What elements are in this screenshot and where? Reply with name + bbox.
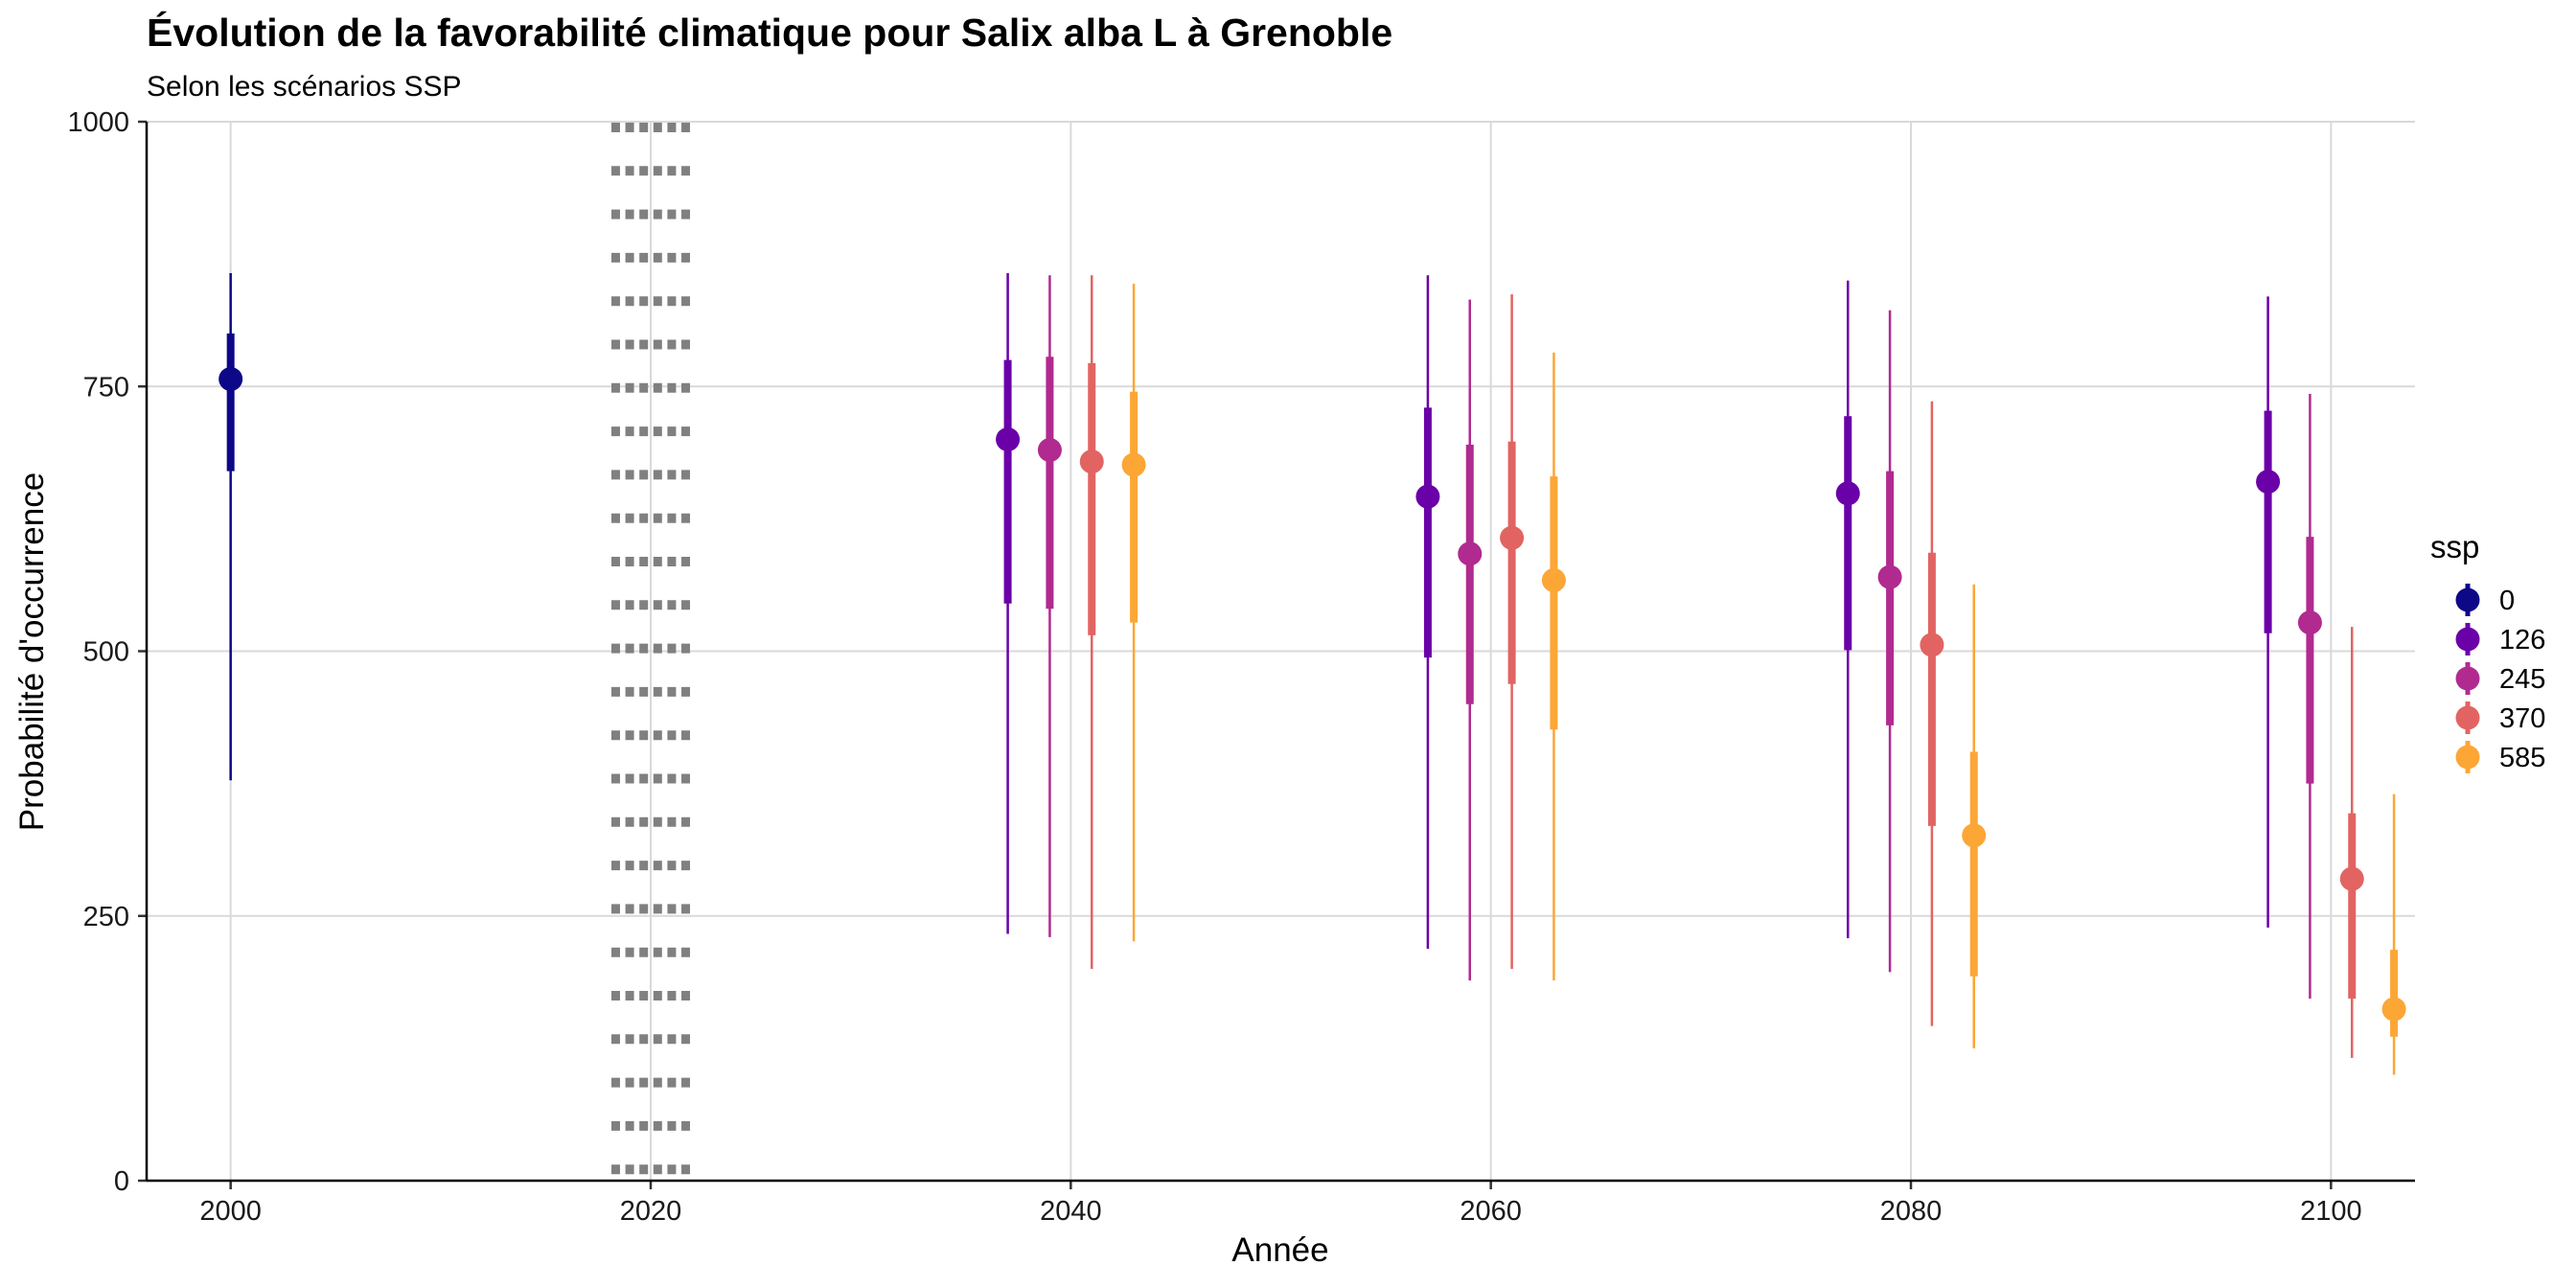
point-ssp-585 xyxy=(1541,567,1566,592)
legend-label-245: 245 xyxy=(2499,664,2545,695)
point-ssp-126 xyxy=(996,427,1021,451)
y-tick-label: 1000 xyxy=(67,107,129,138)
legend-label-370: 370 xyxy=(2499,703,2545,734)
point-ssp-126 xyxy=(1835,481,1860,506)
y-axis-title: Probabilité d'occurrence xyxy=(13,472,51,831)
legend-label-585: 585 xyxy=(2499,743,2545,773)
chart-subtitle: Selon les scénarios SSP xyxy=(147,71,462,103)
y-tick-label: 250 xyxy=(83,902,129,932)
x-tick-label: 2060 xyxy=(1460,1196,1522,1227)
legend-label-126: 126 xyxy=(2499,625,2545,656)
reference-band xyxy=(610,123,691,1179)
y-tick-label: 750 xyxy=(83,372,129,402)
legend-label-0: 0 xyxy=(2499,586,2515,616)
chart-title: Évolution de la favorabilité climatique … xyxy=(147,11,1392,55)
point-ssp-585 xyxy=(1962,823,1987,848)
x-axis-title: Année xyxy=(1231,1231,1328,1269)
legend-title: ssp xyxy=(2430,529,2479,564)
legend-key-point-245 xyxy=(2455,666,2480,691)
legend: ssp 0 126 245 370 585 xyxy=(2430,529,2545,773)
legend-key-point-370 xyxy=(2455,705,2480,730)
axes: 2000 2020 2040 2060 2080 2100 0 250 500 750 1000 xyxy=(67,107,2415,1227)
x-tick-label: 2100 xyxy=(2300,1196,2362,1227)
point-ssp-370 xyxy=(1079,449,1104,474)
point-ssp-0 xyxy=(218,367,243,392)
x-tick-label: 2020 xyxy=(620,1196,682,1227)
point-ssp-245 xyxy=(2297,610,2322,635)
y-tick-label: 0 xyxy=(114,1166,129,1197)
legend-key-point-585 xyxy=(2455,745,2480,770)
x-tick-label: 2040 xyxy=(1040,1196,1102,1227)
point-ssp-126 xyxy=(1415,484,1440,509)
x-tick-label: 2080 xyxy=(1880,1196,1943,1227)
point-ssp-585 xyxy=(1121,452,1146,477)
point-ssp-585 xyxy=(2381,997,2406,1022)
point-ssp-245 xyxy=(1458,541,1483,566)
point-ssp-245 xyxy=(1877,564,1902,589)
point-ssp-370 xyxy=(1500,525,1525,550)
point-ssp-370 xyxy=(2339,866,2364,891)
x-tick-label: 2000 xyxy=(199,1196,262,1227)
data-series xyxy=(218,273,2406,1075)
point-ssp-126 xyxy=(2256,470,2281,494)
y-tick-label: 500 xyxy=(83,637,129,668)
legend-key-point-0 xyxy=(2455,587,2480,612)
legend-key-point-126 xyxy=(2455,627,2480,652)
point-ssp-370 xyxy=(1920,632,1944,657)
point-ssp-245 xyxy=(1037,438,1062,463)
gridlines xyxy=(147,121,2415,1182)
